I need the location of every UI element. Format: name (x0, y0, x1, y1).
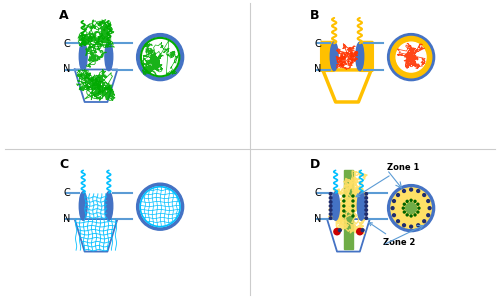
Circle shape (417, 203, 419, 205)
Circle shape (352, 210, 354, 212)
Circle shape (402, 224, 406, 227)
Text: C: C (314, 38, 321, 49)
Circle shape (427, 200, 430, 202)
Circle shape (402, 207, 404, 209)
Circle shape (392, 200, 396, 202)
Circle shape (365, 197, 368, 199)
Circle shape (402, 190, 406, 193)
Circle shape (343, 210, 345, 212)
Circle shape (352, 205, 354, 207)
Circle shape (404, 211, 406, 213)
Text: C: C (59, 158, 68, 171)
Circle shape (423, 194, 426, 196)
Circle shape (392, 214, 396, 217)
Circle shape (423, 220, 426, 223)
Circle shape (428, 207, 431, 209)
Circle shape (406, 200, 408, 202)
Circle shape (410, 225, 412, 228)
Circle shape (391, 188, 432, 228)
Circle shape (391, 207, 394, 209)
Circle shape (410, 188, 412, 191)
Circle shape (365, 213, 368, 215)
Circle shape (343, 195, 345, 197)
Circle shape (417, 190, 420, 193)
Circle shape (343, 200, 345, 202)
Circle shape (343, 215, 345, 217)
Circle shape (414, 214, 416, 216)
Circle shape (330, 213, 332, 215)
Text: C: C (64, 188, 70, 198)
Text: D: D (310, 158, 320, 171)
Circle shape (365, 193, 368, 195)
Ellipse shape (80, 192, 87, 220)
Circle shape (141, 38, 180, 76)
Circle shape (418, 207, 420, 209)
Text: B: B (310, 9, 320, 22)
Circle shape (417, 211, 419, 213)
FancyBboxPatch shape (320, 41, 334, 71)
Ellipse shape (105, 42, 113, 71)
Circle shape (404, 203, 406, 205)
Circle shape (140, 187, 180, 227)
Circle shape (330, 197, 332, 199)
Circle shape (406, 214, 408, 216)
Circle shape (365, 201, 368, 203)
Text: C: C (64, 38, 70, 49)
Circle shape (410, 215, 412, 217)
Ellipse shape (358, 192, 365, 220)
Circle shape (417, 224, 420, 227)
Ellipse shape (330, 42, 338, 71)
Text: C: C (314, 188, 321, 198)
Circle shape (343, 205, 345, 207)
Circle shape (361, 229, 364, 232)
Text: Zone 2: Zone 2 (369, 223, 415, 247)
Circle shape (388, 185, 434, 232)
Circle shape (352, 215, 354, 217)
Circle shape (396, 194, 400, 196)
Circle shape (396, 220, 400, 223)
Circle shape (410, 199, 412, 201)
Circle shape (352, 200, 354, 202)
Circle shape (330, 217, 332, 219)
Bar (344, 170, 353, 249)
Ellipse shape (332, 192, 340, 220)
Circle shape (390, 36, 432, 78)
Circle shape (365, 209, 368, 211)
Text: Zone 1: Zone 1 (356, 163, 420, 197)
Circle shape (330, 205, 332, 207)
Circle shape (406, 203, 416, 214)
Circle shape (338, 229, 342, 232)
FancyBboxPatch shape (360, 41, 374, 71)
Circle shape (136, 34, 184, 81)
Ellipse shape (356, 42, 364, 71)
Text: N: N (64, 214, 70, 224)
Ellipse shape (80, 42, 87, 71)
Circle shape (330, 193, 332, 195)
Circle shape (365, 205, 368, 207)
Circle shape (356, 229, 363, 235)
Circle shape (330, 209, 332, 211)
Circle shape (365, 217, 368, 219)
Circle shape (427, 214, 430, 217)
Circle shape (352, 195, 354, 197)
Circle shape (330, 201, 332, 203)
Circle shape (334, 229, 340, 235)
Circle shape (136, 183, 184, 230)
Text: N: N (314, 214, 322, 224)
Text: A: A (59, 9, 69, 22)
Circle shape (414, 200, 416, 202)
Ellipse shape (105, 192, 113, 220)
Circle shape (388, 34, 434, 81)
Text: N: N (64, 64, 70, 74)
Text: N: N (314, 64, 322, 74)
Circle shape (396, 42, 426, 72)
